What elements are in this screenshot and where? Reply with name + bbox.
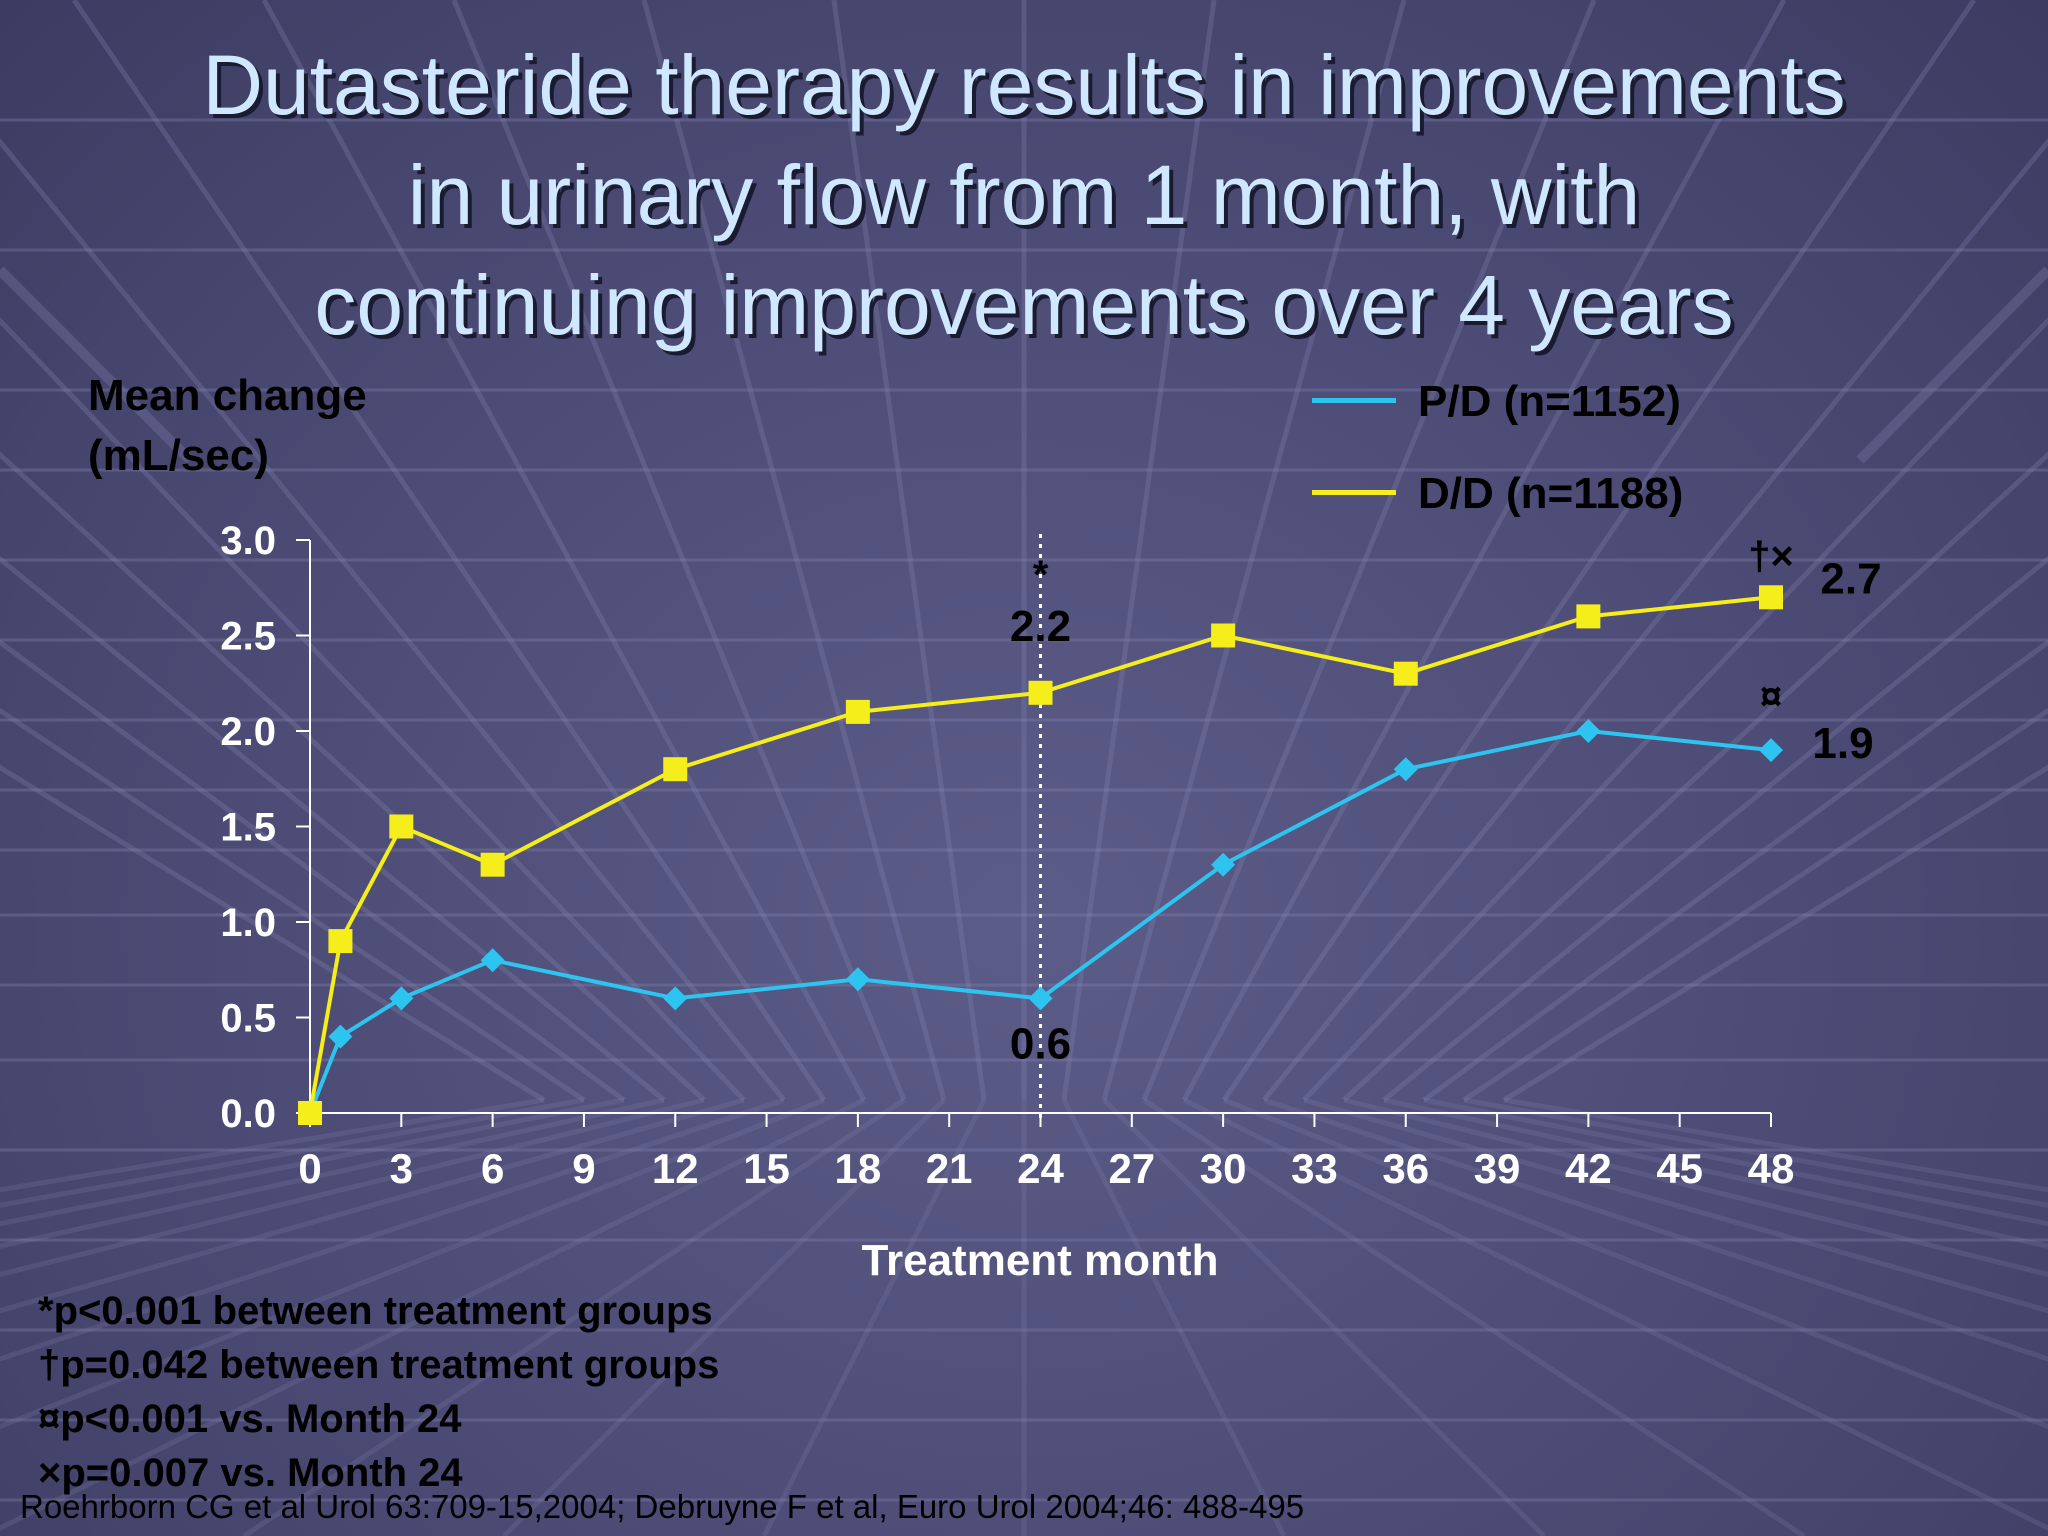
title-line-3: continuing improvements over 4 years (314, 258, 1734, 352)
footnotes: *p<0.001 between treatment groups †p=0.0… (38, 1284, 719, 1500)
y-tick-label: 1.0 (220, 901, 276, 945)
data-label: ¤ (1760, 675, 1782, 719)
y-axis-label-line-1: Mean change (88, 371, 367, 420)
x-tick-label: 12 (652, 1145, 699, 1192)
x-tick-label: 6 (481, 1145, 504, 1192)
citation: Roehrborn CG et al Urol 63:709-15,2004; … (20, 1488, 1305, 1525)
y-tick-label: 0.5 (220, 997, 276, 1041)
data-point-dd (663, 757, 688, 782)
x-tick-label: 24 (1017, 1145, 1064, 1192)
y-tick-label: 0.0 (220, 1092, 276, 1136)
data-label: 0.6 (1010, 1019, 1071, 1068)
y-axis-label: Mean change (mL/sec) (88, 366, 367, 486)
footnote-3: ¤p<0.001 vs. Month 24 (38, 1397, 462, 1441)
x-tick-label: 45 (1656, 1145, 1703, 1192)
data-point-dd (1576, 604, 1601, 629)
slide-title: Dutasteride therapy results in improveme… (0, 30, 2048, 360)
data-point-pd (663, 986, 688, 1011)
x-tick-label: 36 (1382, 1145, 1429, 1192)
footnote-2: †p=0.042 between treatment groups (38, 1343, 720, 1387)
y-tick-label: 2.0 (220, 710, 276, 754)
y-tick-label: 1.5 (220, 806, 276, 850)
data-point-pd (1393, 757, 1418, 782)
x-tick-label: 0 (298, 1145, 321, 1192)
title-line-2: in urinary flow from 1 month, with (407, 148, 1641, 242)
x-tick-label: 42 (1565, 1145, 1612, 1192)
data-point-dd (389, 814, 414, 839)
x-tick-label: 9 (572, 1145, 595, 1192)
footnote-4: ×p=0.007 vs. Month 24 (38, 1451, 463, 1495)
data-point-pd (1759, 738, 1783, 763)
legend-swatch-pd (1312, 398, 1396, 403)
x-tick-label: 15 (743, 1145, 790, 1192)
data-point-dd (1028, 680, 1053, 705)
legend-label-dd: D/D (n=1188) (1418, 469, 1684, 518)
data-point-pd (328, 1024, 353, 1049)
data-point-pd (1211, 852, 1236, 877)
data-label: †× (1748, 534, 1794, 578)
x-tick-label: 18 (835, 1145, 882, 1192)
y-tick-label: 2.5 (220, 615, 276, 659)
x-axis-label: Treatment month (861, 1236, 1219, 1285)
data-point-dd (1393, 661, 1418, 686)
data-point-pd (480, 948, 505, 973)
legend-label-pd: P/D (n=1152) (1418, 377, 1681, 426)
x-tick-label: 21 (926, 1145, 973, 1192)
title-line-1: Dutasteride therapy results in improveme… (202, 38, 1846, 132)
data-point-pd (389, 986, 414, 1011)
footnote-1: *p<0.001 between treatment groups (38, 1289, 713, 1333)
x-tick-label: 30 (1200, 1145, 1247, 1192)
data-point-dd (1211, 623, 1236, 648)
x-tick-label: 3 (390, 1145, 413, 1192)
data-point-dd (1759, 585, 1783, 610)
data-point-dd (298, 1101, 322, 1125)
x-tick-label: 48 (1748, 1145, 1795, 1192)
data-point-dd (845, 699, 870, 724)
data-point-pd (1576, 719, 1601, 743)
data-label: 2.2 (1010, 602, 1071, 651)
data-point-dd (480, 852, 505, 877)
y-axis-label-line-2: (mL/sec) (88, 431, 269, 480)
legend-swatch-dd (1312, 490, 1396, 495)
x-tick-label: 39 (1474, 1145, 1521, 1192)
x-tick-label: 27 (1108, 1145, 1155, 1192)
data-label: 1.9 (1812, 719, 1873, 768)
data-label: 2.7 (1820, 554, 1881, 603)
y-tick-label: 3.0 (220, 519, 276, 563)
data-point-pd (1028, 986, 1053, 1011)
data-point-dd (328, 929, 353, 954)
data-point-pd (845, 967, 870, 992)
data-label: * (1033, 553, 1049, 597)
x-tick-label: 33 (1291, 1145, 1338, 1192)
